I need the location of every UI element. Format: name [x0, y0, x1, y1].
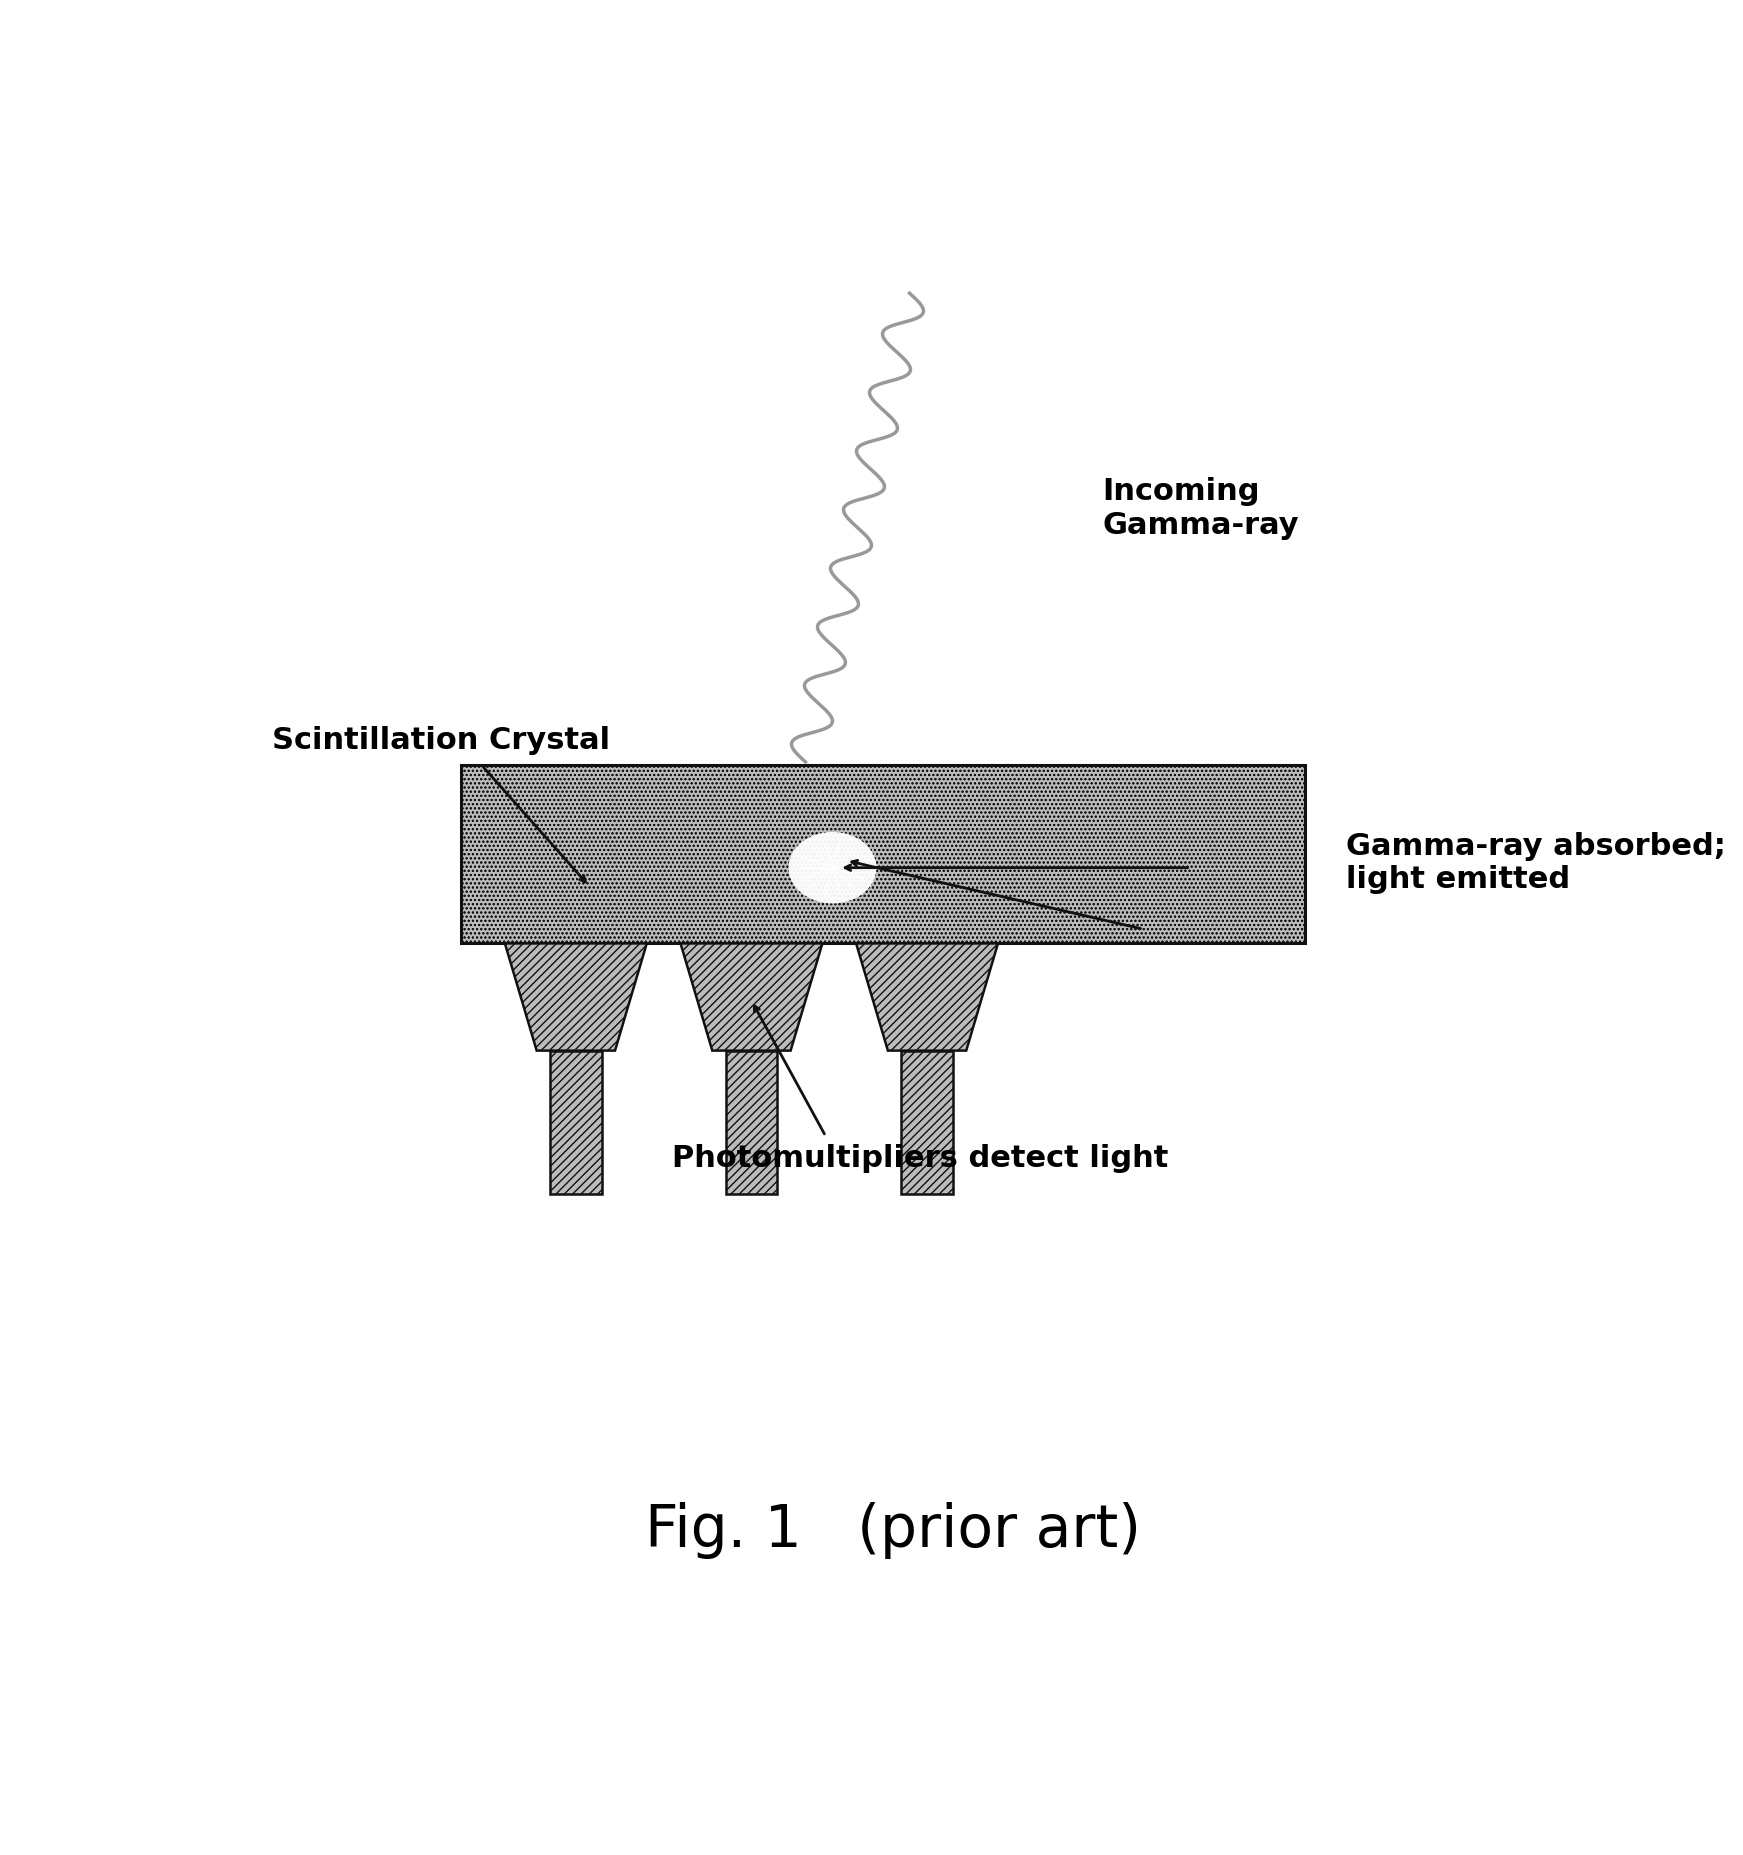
Text: Scintillation Crystal: Scintillation Crystal [272, 725, 610, 755]
Polygon shape [856, 944, 999, 1052]
Bar [460, 766, 1306, 944]
Text: Incoming
Gamma-ray: Incoming Gamma-ray [1103, 477, 1299, 540]
Bar [725, 1052, 777, 1195]
Bar [901, 1052, 953, 1195]
Text: Photomultipliers detect light: Photomultipliers detect light [673, 1145, 1168, 1172]
Text: Fig. 1   (prior art): Fig. 1 (prior art) [645, 1501, 1142, 1558]
Polygon shape [505, 944, 647, 1052]
Ellipse shape [788, 833, 877, 903]
Polygon shape [680, 944, 823, 1052]
Text: Gamma-ray absorbed;
light emitted: Gamma-ray absorbed; light emitted [1346, 831, 1726, 894]
Bar [551, 1052, 601, 1195]
Bar [460, 766, 1306, 944]
